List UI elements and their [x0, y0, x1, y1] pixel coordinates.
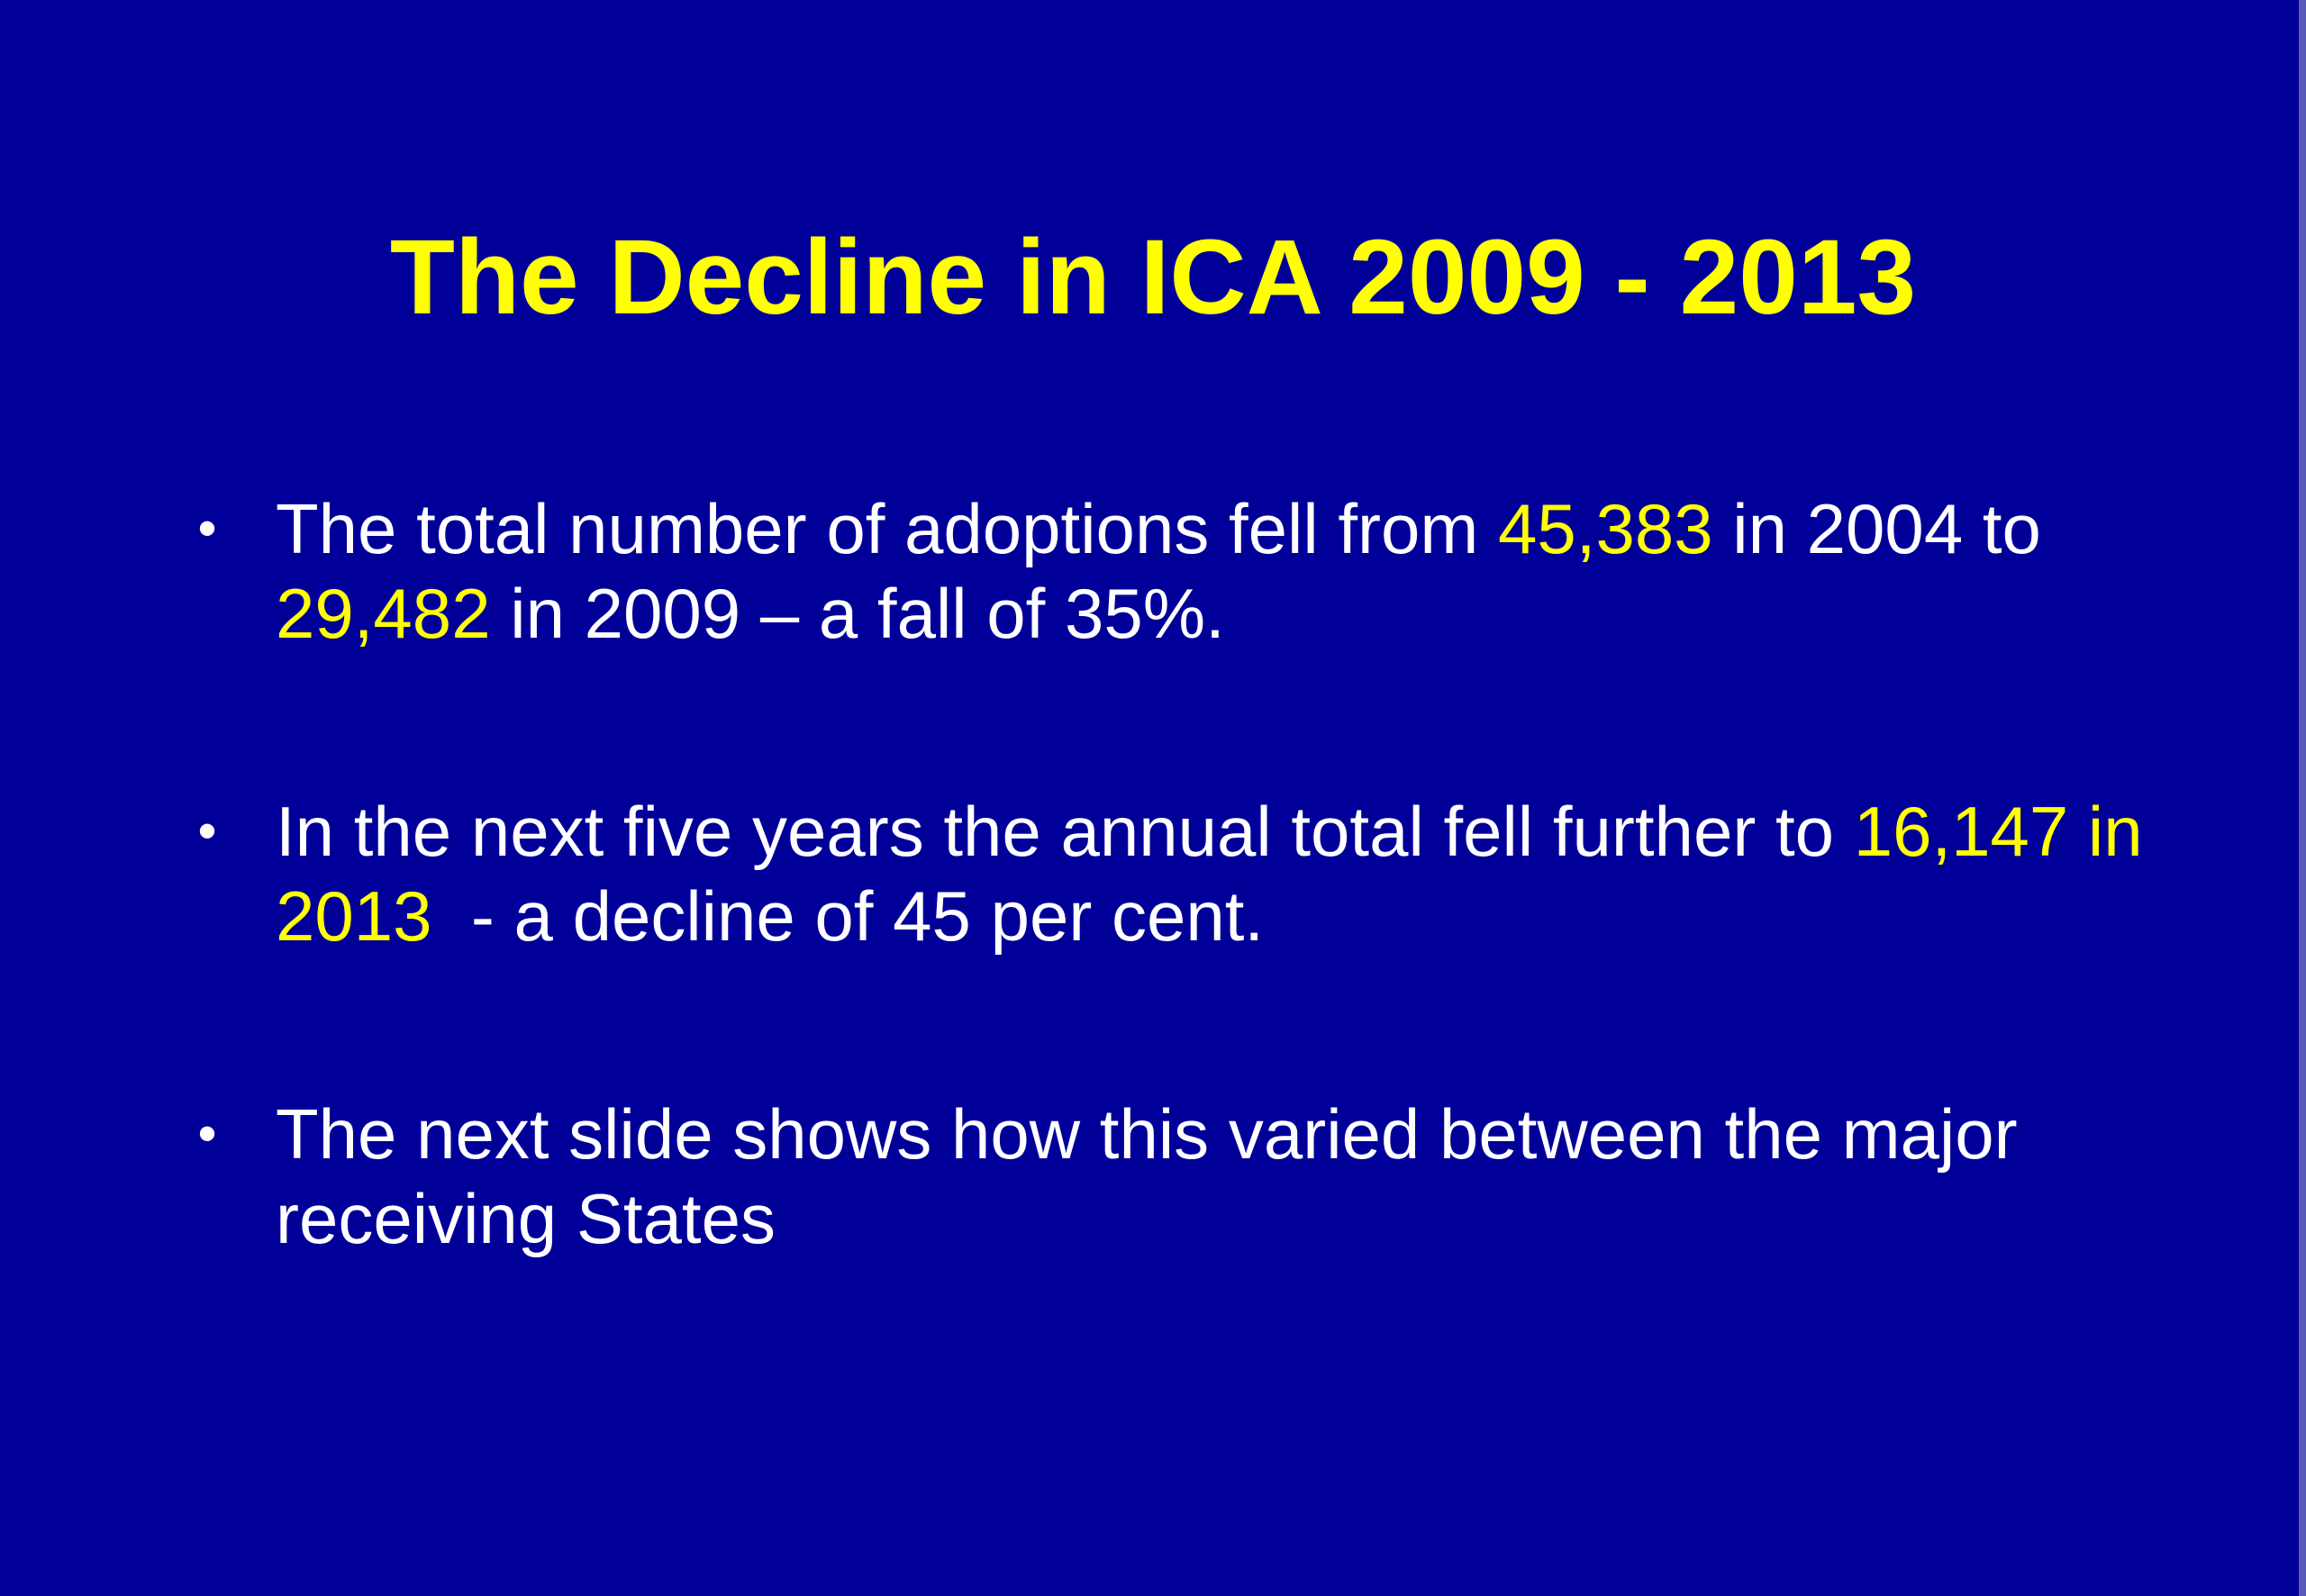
bullet-text: The next slide shows how this varied bet… — [276, 1094, 2018, 1258]
bullet-item-3: • The next slide shows how this varied b… — [189, 1092, 2153, 1261]
bullet-list: • The total number of adoptions fell fro… — [189, 486, 2153, 1394]
bullet-icon: • — [197, 1103, 217, 1164]
bullet-text: - a decline of 45 per cent. — [431, 876, 1265, 956]
highlight-value: 29,482 — [276, 574, 491, 653]
slide-title: The Decline in ICA 2009 - 2013 — [389, 218, 1917, 337]
slide-edge-divider — [2299, 0, 2306, 1596]
highlight-value: 16,147 in 2013 — [276, 792, 2143, 956]
bullet-icon: • — [197, 801, 217, 861]
bullet-text: The total number of adoptions fell from — [276, 489, 1499, 568]
bullet-item-1: • The total number of adoptions fell fro… — [189, 486, 2153, 656]
bullet-text: in 2004 to — [1712, 489, 2041, 568]
highlight-value: 45,383 — [1498, 489, 1713, 568]
bullet-item-2: • In the next five years the annual tota… — [189, 789, 2153, 958]
bullet-text: in 2009 – a fall of 35%. — [490, 574, 1225, 653]
bullet-text: In the next five years the annual total … — [276, 792, 1854, 871]
bullet-icon: • — [197, 498, 217, 558]
